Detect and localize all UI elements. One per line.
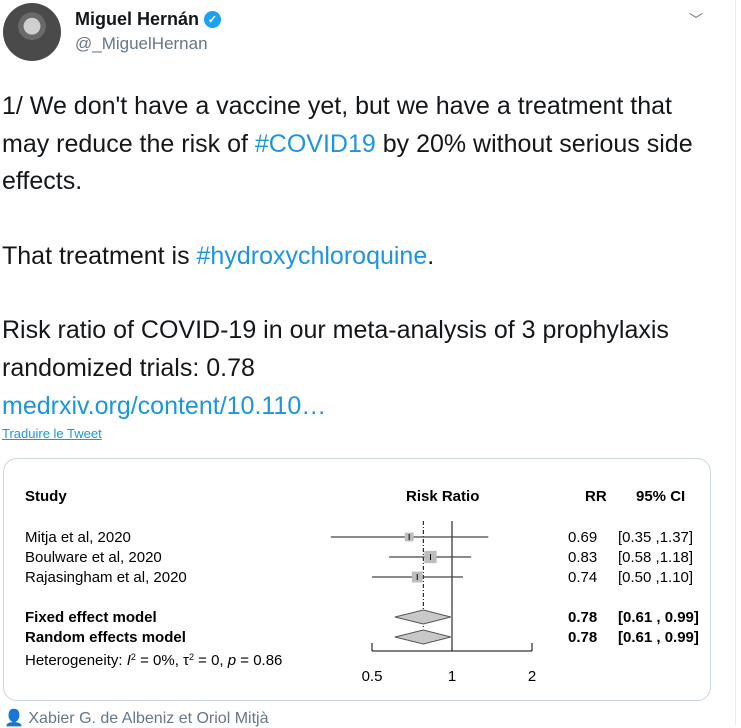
ci-value: [0.61 , 0.99] <box>618 609 699 626</box>
right-border <box>735 0 736 725</box>
header-risk-ratio: Risk Ratio <box>406 488 479 505</box>
hashtag-covid19[interactable]: #COVID19 <box>254 129 376 158</box>
x-tick-label: 0.5 <box>362 668 383 685</box>
article-link[interactable]: medrxiv.org/content/10.110… <box>2 391 327 420</box>
rr-value: 0.83 <box>568 549 597 566</box>
rr-value: 0.78 <box>568 609 597 626</box>
rr-value: 0.69 <box>568 529 597 546</box>
heterogeneity: Heterogeneity: I2 = 0%, τ2 = 0, p = 0.86 <box>25 652 282 669</box>
header-study: Study <box>25 488 67 505</box>
author-handle[interactable]: @_MiguelHernan <box>75 34 208 53</box>
author-name[interactable]: Miguel Hernán ✓ <box>75 9 222 30</box>
forest-plot: Study Risk Ratio RR 95% CI Mitja et al, … <box>25 488 699 685</box>
author-name-text: Miguel Hernán <box>75 9 200 29</box>
header-ci: 95% CI <box>636 488 685 505</box>
header-rr: RR <box>585 488 607 505</box>
verified-badge-icon: ✓ <box>204 11 222 28</box>
tweet-text: 1/ We don't have a vaccine yet, but we h… <box>2 88 702 425</box>
text: Risk ratio of COVID-19 in our meta-analy… <box>2 316 669 382</box>
hashtag-hydroxychloroquine[interactable]: #hydroxychloroquine <box>196 241 428 270</box>
x-tick-label: 1 <box>448 668 456 685</box>
text: . <box>427 241 435 270</box>
text: That treatment is <box>2 241 197 270</box>
person-icon: 👤 <box>4 710 24 727</box>
pooled-diamond <box>394 629 451 645</box>
text: by 20% without serious side effects. <box>2 129 693 196</box>
study-name: Rajasingham et al, 2020 <box>25 569 187 586</box>
rr-value: 0.74 <box>568 569 597 586</box>
model-name: Fixed effect model <box>25 609 157 626</box>
study-name: Boulware et al, 2020 <box>25 549 162 566</box>
study-name: Mitja et al, 2020 <box>25 529 131 546</box>
photo-credit: 👤 Xabier G. de Albeniz et Oriol Mitjà <box>4 708 268 728</box>
ci-value: [0.50 ,1.10] <box>618 569 693 586</box>
x-tick-label: 2 <box>528 668 536 685</box>
forest-plot-image[interactable]: Study Risk Ratio RR 95% CI Mitja et al, … <box>3 458 711 701</box>
translate-link[interactable]: Traduire le Tweet <box>2 426 102 441</box>
ci-value: [0.61 , 0.99] <box>618 629 699 646</box>
rr-value: 0.78 <box>568 629 597 646</box>
pooled-diamond <box>394 609 451 625</box>
avatar[interactable] <box>3 3 61 61</box>
text: 1/ We don't have a vaccine yet, but we h… <box>2 92 672 158</box>
ci-value: [0.35 ,1.37] <box>618 529 693 546</box>
ci-value: [0.58 ,1.18] <box>618 549 693 566</box>
model-name: Random effects model <box>25 629 186 646</box>
chevron-down-icon[interactable]: ﹀ <box>689 12 703 28</box>
credit-text: Xabier G. de Albeniz et Oriol Mitjà <box>28 710 269 727</box>
